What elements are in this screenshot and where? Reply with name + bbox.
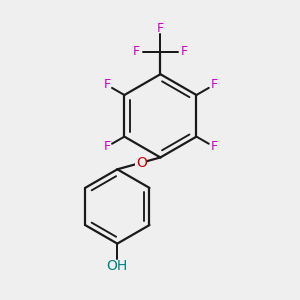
Text: F: F xyxy=(210,140,218,153)
Text: F: F xyxy=(103,78,110,92)
Text: O: O xyxy=(136,156,147,170)
Text: F: F xyxy=(181,45,188,58)
Text: F: F xyxy=(210,78,218,92)
Text: F: F xyxy=(157,22,164,34)
Text: F: F xyxy=(133,45,140,58)
Text: OH: OH xyxy=(107,259,128,273)
Text: F: F xyxy=(103,140,110,153)
